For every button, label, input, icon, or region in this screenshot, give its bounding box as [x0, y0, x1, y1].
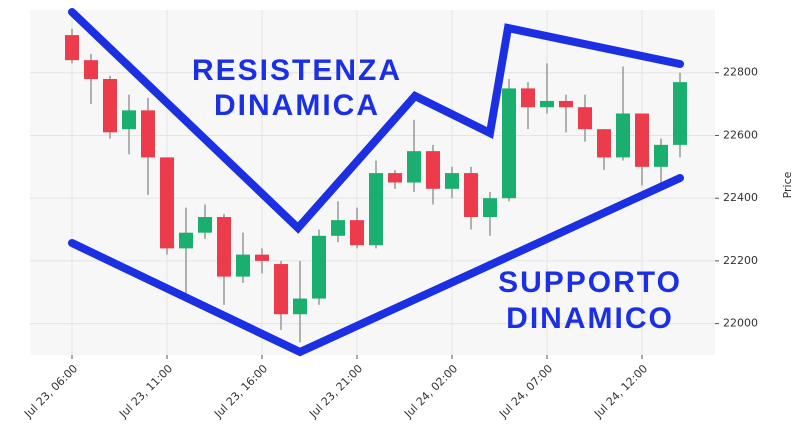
y-axis-label: Price	[781, 171, 794, 198]
x-tick-label: Jul 23, 16:00	[211, 362, 270, 421]
candle-body	[578, 107, 592, 130]
candle-body	[369, 173, 383, 246]
candle-body	[502, 88, 516, 199]
candle-body	[445, 173, 459, 189]
candle-body	[141, 110, 155, 158]
annotation: SUPPORTO	[498, 266, 682, 299]
support-line	[68, 174, 684, 357]
candle-body	[198, 217, 212, 233]
y-tick-label: 22800	[723, 66, 758, 79]
annotation: RESISTENZA	[192, 54, 402, 87]
candle-body	[464, 173, 478, 217]
candle-body	[331, 220, 345, 236]
y-tick-label: 22600	[723, 128, 758, 141]
x-tick-label: Jul 23, 11:00	[116, 362, 175, 421]
candle-body	[312, 235, 326, 299]
candle-body	[350, 220, 364, 246]
candle-body	[217, 217, 231, 277]
candle-body	[84, 60, 98, 79]
candle-body	[179, 232, 193, 249]
candle-body	[293, 298, 307, 315]
candle-body	[388, 173, 402, 183]
candle-body	[597, 129, 611, 158]
annotation: DINAMICO	[506, 302, 674, 335]
candle-body	[559, 100, 573, 108]
candle-body	[103, 79, 117, 133]
candle-body	[616, 113, 630, 158]
candle-body	[160, 157, 174, 249]
candle-body	[274, 264, 288, 315]
candle-body	[654, 144, 668, 167]
resistance-line	[68, 8, 684, 234]
y-tick-label: 22000	[723, 317, 758, 330]
y-tick-label: 22400	[723, 191, 758, 204]
x-tick-label: Jul 23, 21:00	[306, 362, 365, 421]
candle-body	[426, 151, 440, 189]
candle-body	[673, 82, 687, 145]
x-tick-label: Jul 24, 07:00	[496, 362, 555, 421]
candle-body	[122, 110, 136, 130]
candle-body	[65, 35, 79, 61]
x-tick-label: Jul 24, 02:00	[401, 362, 460, 421]
candle-body	[483, 198, 497, 217]
candle-body	[635, 113, 649, 167]
annotation: DINAMICA	[214, 89, 380, 122]
candle-body	[521, 88, 535, 108]
candle-body	[540, 100, 554, 108]
candle-body	[407, 151, 421, 183]
x-tick-label: Jul 23, 06:00	[21, 362, 80, 421]
candle-body	[255, 254, 269, 261]
candle-body	[236, 254, 250, 277]
y-tick-label: 22200	[723, 254, 758, 267]
x-tick-label: Jul 24, 12:00	[591, 362, 650, 421]
